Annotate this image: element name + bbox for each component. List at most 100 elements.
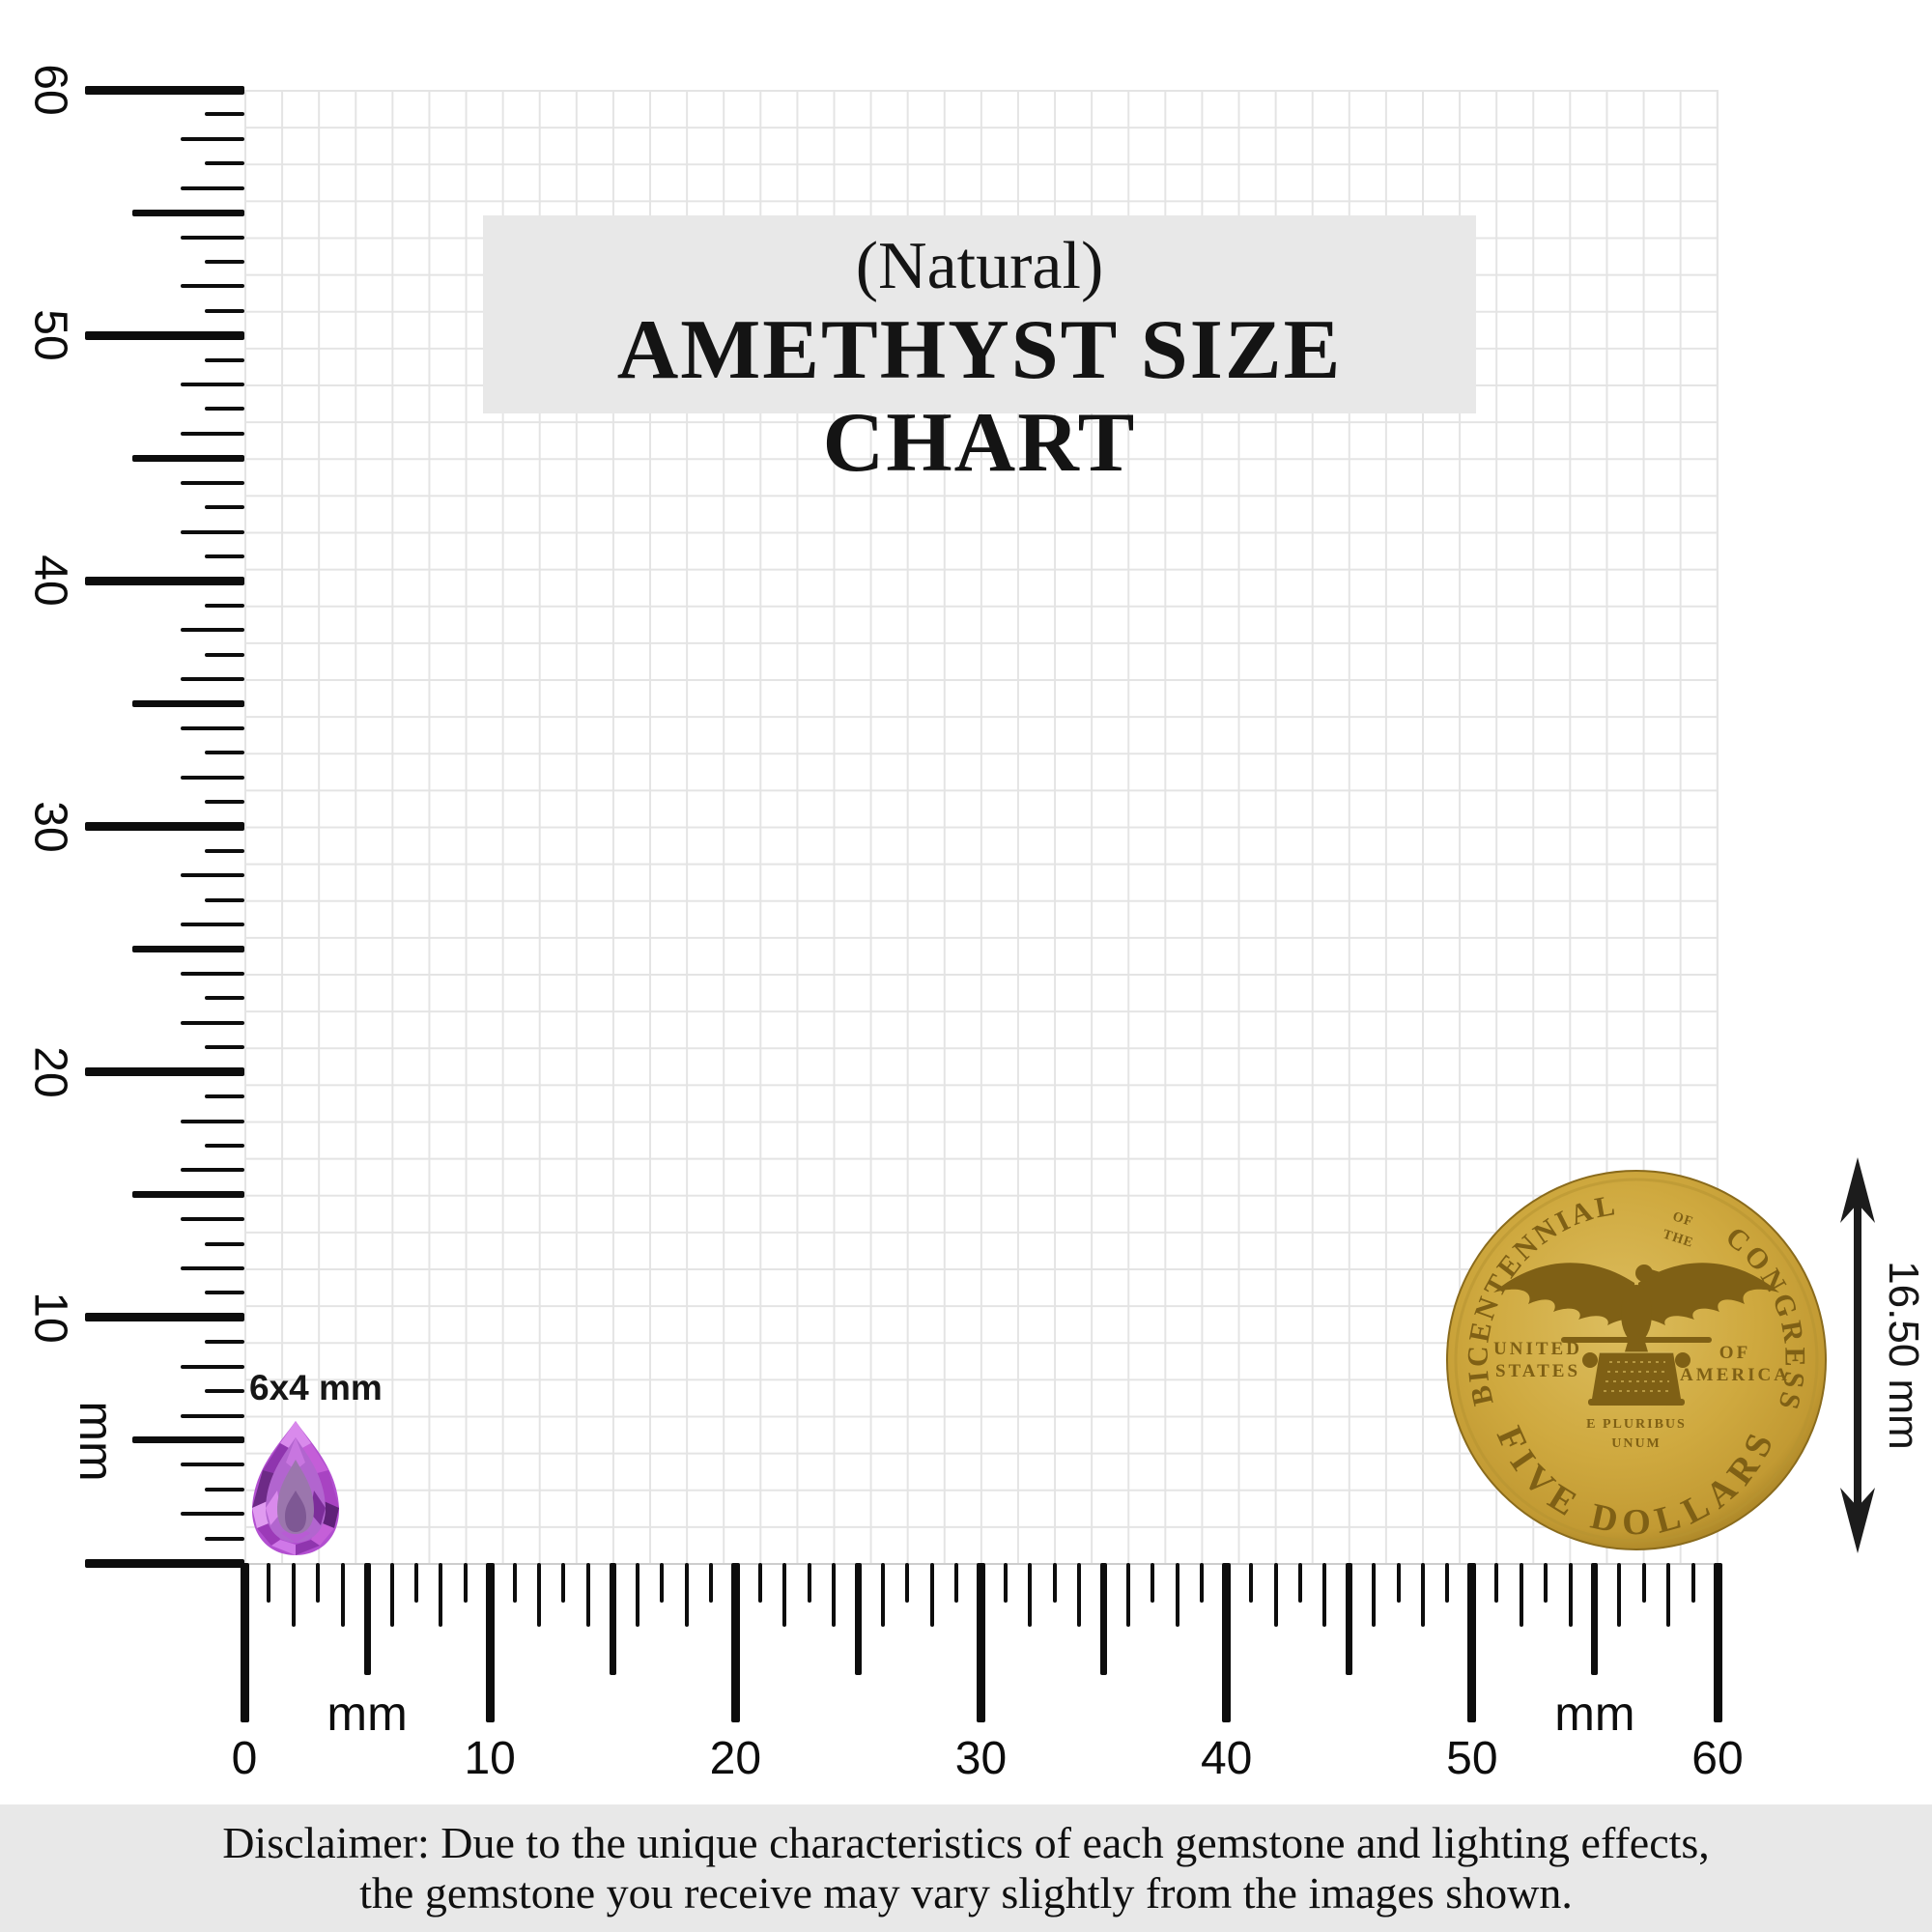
vruler-tick-32mm (181, 775, 244, 780)
hruler-tick-6mm (389, 1563, 394, 1627)
vruler-tick-25mm (132, 946, 244, 953)
horizontal-ruler: 0 10 20 30 40 50 60 mm mm (232, 1563, 1751, 1804)
hruler-tick-2mm (291, 1563, 296, 1627)
hruler-tick-45mm (1346, 1563, 1353, 1675)
disclaimer-strip: Disclaimer: Due to the unique characteri… (0, 1804, 1932, 1932)
vruler-tick-39mm (205, 603, 244, 608)
vruler-number-60: 60 (24, 64, 76, 116)
hruler-tick-3mm (316, 1563, 321, 1603)
hruler-tick-36mm (1126, 1563, 1130, 1627)
hruler-tick-17mm (660, 1563, 665, 1603)
vruler-tick-27mm (205, 897, 244, 902)
hruler-tick-27mm (905, 1563, 910, 1603)
vruler-tick-20mm (85, 1067, 244, 1077)
hruler-tick-0mm (240, 1563, 249, 1722)
hruler-tick-49mm (1445, 1563, 1450, 1603)
vruler-tick-31mm (205, 800, 244, 805)
vruler-tick-6mm (181, 1413, 244, 1418)
vruler-tick-3mm (205, 1487, 244, 1492)
hruler-tick-13mm (561, 1563, 566, 1603)
hruler-tick-51mm (1494, 1563, 1499, 1603)
vruler-tick-51mm (205, 308, 244, 313)
vruler-tick-30mm (85, 822, 244, 831)
diameter-arrow-icon (1840, 1157, 1875, 1553)
hruler-tick-26mm (880, 1563, 885, 1627)
vruler-tick-15mm (132, 1191, 244, 1199)
hruler-tick-9mm (463, 1563, 468, 1603)
hruler-tick-5mm (363, 1563, 371, 1675)
hruler-tick-32mm (1028, 1563, 1033, 1627)
vruler-tick-18mm (181, 1119, 244, 1123)
hruler-number-40: 40 (1200, 1733, 1253, 1784)
vruler-tick-37mm (205, 652, 244, 657)
eagle-emblem (1493, 1263, 1779, 1406)
vruler-tick-28mm (181, 873, 244, 878)
vruler-tick-56mm (181, 185, 244, 190)
hruler-tick-43mm (1297, 1563, 1302, 1603)
hruler-tick-50mm (1467, 1563, 1477, 1722)
amethyst-gem-image (251, 1421, 340, 1555)
hruler-tick-29mm (954, 1563, 959, 1603)
hruler-tick-11mm (512, 1563, 517, 1603)
gem-size-label: 6x4 mm (249, 1368, 383, 1407)
vruler-tick-38mm (181, 628, 244, 633)
hruler-tick-40mm (1222, 1563, 1232, 1722)
hruler-tick-30mm (977, 1563, 985, 1722)
vruler-number-50: 50 (24, 309, 76, 361)
hruler-tick-22mm (782, 1563, 787, 1627)
hruler-tick-48mm (1421, 1563, 1425, 1627)
hruler-tick-4mm (340, 1563, 345, 1627)
coin-text-of2: OF (1719, 1343, 1750, 1363)
hruler-tick-18mm (684, 1563, 689, 1627)
vruler-tick-1mm (205, 1536, 244, 1541)
hruler-tick-41mm (1249, 1563, 1254, 1603)
hruler-tick-15mm (609, 1563, 616, 1675)
coin-text-e-pluribus: E PLURIBUS (1586, 1417, 1687, 1432)
vruler-tick-59mm (205, 112, 244, 117)
vruler-tick-53mm (205, 259, 244, 264)
hruler-tick-21mm (757, 1563, 762, 1603)
vruler-tick-47mm (205, 407, 244, 412)
hruler-tick-54mm (1568, 1563, 1573, 1627)
vruler-tick-48mm (181, 383, 244, 386)
vruler-tick-40mm (85, 576, 244, 585)
hruler-tick-34mm (1077, 1563, 1082, 1627)
vruler-tick-5mm (132, 1436, 244, 1444)
hruler-number-30: 30 (954, 1733, 1008, 1784)
hruler-unit-mm: mm (327, 1687, 408, 1741)
vruler-tick-60mm (85, 85, 244, 95)
vruler-tick-22mm (181, 1020, 244, 1025)
vruler-tick-41mm (205, 554, 244, 558)
vruler-tick-29mm (205, 848, 244, 853)
vruler-tick-16mm (181, 1168, 244, 1173)
vruler-tick-12mm (181, 1266, 244, 1270)
hruler-tick-31mm (1003, 1563, 1008, 1603)
hruler-tick-1mm (267, 1563, 271, 1603)
hruler-number-0: 0 (231, 1733, 258, 1784)
vruler-tick-54mm (181, 235, 244, 240)
hruler-tick-44mm (1322, 1563, 1327, 1627)
vruler-tick-43mm (205, 505, 244, 510)
vruler-tick-33mm (205, 751, 244, 755)
hruler-unit-mm: mm (1554, 1687, 1635, 1741)
vruler-tick-35mm (132, 699, 244, 707)
vruler-unit-mm: mm (70, 1401, 124, 1482)
hruler-tick-8mm (439, 1563, 443, 1627)
coin-text-unum: UNUM (1611, 1436, 1662, 1451)
hruler-tick-38mm (1175, 1563, 1179, 1627)
vruler-tick-55mm (132, 209, 244, 216)
coin-diameter-label: 16.50 mm (1880, 1261, 1927, 1450)
vruler-number-20: 20 (24, 1045, 76, 1098)
hruler-number-50: 50 (1446, 1733, 1498, 1784)
vruler-tick-50mm (85, 330, 244, 340)
hruler-tick-33mm (1052, 1563, 1057, 1603)
title-subtitle: (Natural) (855, 229, 1104, 303)
vruler-tick-19mm (205, 1094, 244, 1099)
vruler-tick-21mm (205, 1045, 244, 1050)
vruler-tick-14mm (181, 1217, 244, 1222)
hruler-tick-39mm (1200, 1563, 1205, 1603)
hruler-tick-23mm (807, 1563, 811, 1603)
vruler-tick-13mm (205, 1241, 244, 1246)
hruler-tick-12mm (537, 1563, 541, 1627)
